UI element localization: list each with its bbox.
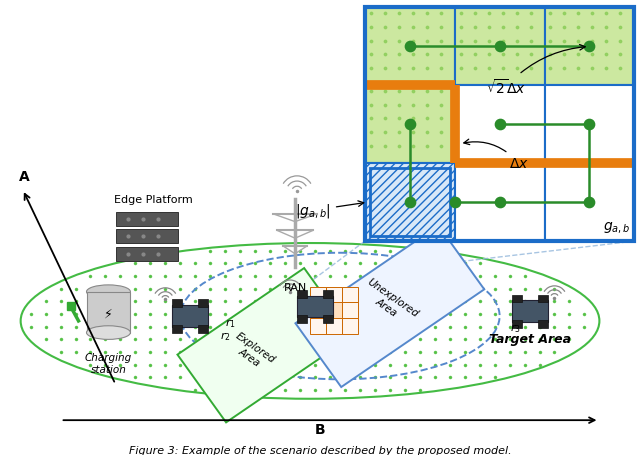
Bar <box>511 320 522 328</box>
Bar <box>545 86 634 164</box>
Point <box>584 121 595 129</box>
Point <box>404 199 415 207</box>
Text: $g_{a,b}$: $g_{a,b}$ <box>603 220 630 235</box>
Polygon shape <box>296 226 484 387</box>
Bar <box>326 287 342 303</box>
Text: $|g_{a,b}|$: $|g_{a,b}|$ <box>295 202 364 220</box>
Text: Charging
station: Charging station <box>85 352 132 374</box>
Bar <box>297 290 307 298</box>
Bar <box>454 86 545 164</box>
Bar <box>310 303 326 318</box>
Bar <box>116 248 179 261</box>
Text: Target Area: Target Area <box>488 332 570 345</box>
Bar <box>198 325 208 333</box>
Bar <box>545 9 634 86</box>
Point <box>449 199 460 207</box>
Bar <box>370 169 450 237</box>
Text: $\sqrt{2}\Delta x$: $\sqrt{2}\Delta x$ <box>486 46 585 97</box>
Bar <box>454 164 545 242</box>
Point <box>404 44 415 51</box>
Polygon shape <box>177 268 353 422</box>
Bar <box>538 320 547 328</box>
Bar <box>310 287 326 303</box>
Text: ⚡: ⚡ <box>104 307 113 320</box>
Text: $r_2$: $r_2$ <box>220 330 231 343</box>
Bar <box>326 303 342 318</box>
Point <box>584 199 595 207</box>
Ellipse shape <box>86 285 131 299</box>
Bar <box>511 295 522 303</box>
Bar <box>323 315 333 323</box>
Bar <box>342 318 358 334</box>
Bar <box>342 287 358 303</box>
Text: $r_1$: $r_1$ <box>225 316 236 329</box>
Bar <box>365 164 454 242</box>
Text: Figure 3: Example of the scenario described by the proposed model.: Figure 3: Example of the scenario descri… <box>129 445 511 455</box>
Bar <box>365 9 454 86</box>
Bar <box>365 9 634 242</box>
Text: A: A <box>19 169 29 183</box>
Bar <box>365 86 454 164</box>
Point <box>495 199 505 207</box>
Bar <box>323 290 333 298</box>
Bar <box>342 303 358 318</box>
Bar <box>116 212 179 226</box>
Bar <box>172 306 208 327</box>
Bar <box>86 292 131 333</box>
Text: Explored
Area: Explored Area <box>227 330 277 374</box>
Text: Unexplored
Area: Unexplored Area <box>359 276 420 328</box>
Ellipse shape <box>86 326 131 339</box>
Point <box>584 44 595 51</box>
Text: RAN: RAN <box>284 283 307 292</box>
Bar <box>116 230 179 243</box>
Bar <box>545 164 634 242</box>
Point <box>495 121 505 129</box>
Bar <box>297 296 333 317</box>
Bar <box>538 295 547 303</box>
Bar <box>511 301 547 322</box>
Bar <box>198 300 208 308</box>
Bar <box>454 9 545 86</box>
Bar <box>326 318 342 334</box>
Bar <box>310 318 326 334</box>
Point <box>404 121 415 129</box>
Text: $r_3$: $r_3$ <box>509 322 520 335</box>
Text: B: B <box>315 422 325 436</box>
Text: Edge Platform: Edge Platform <box>114 195 193 205</box>
Point <box>495 44 505 51</box>
Bar <box>172 325 182 333</box>
Text: $\Delta x$: $\Delta x$ <box>464 140 529 171</box>
Bar <box>297 315 307 323</box>
Bar <box>172 300 182 308</box>
